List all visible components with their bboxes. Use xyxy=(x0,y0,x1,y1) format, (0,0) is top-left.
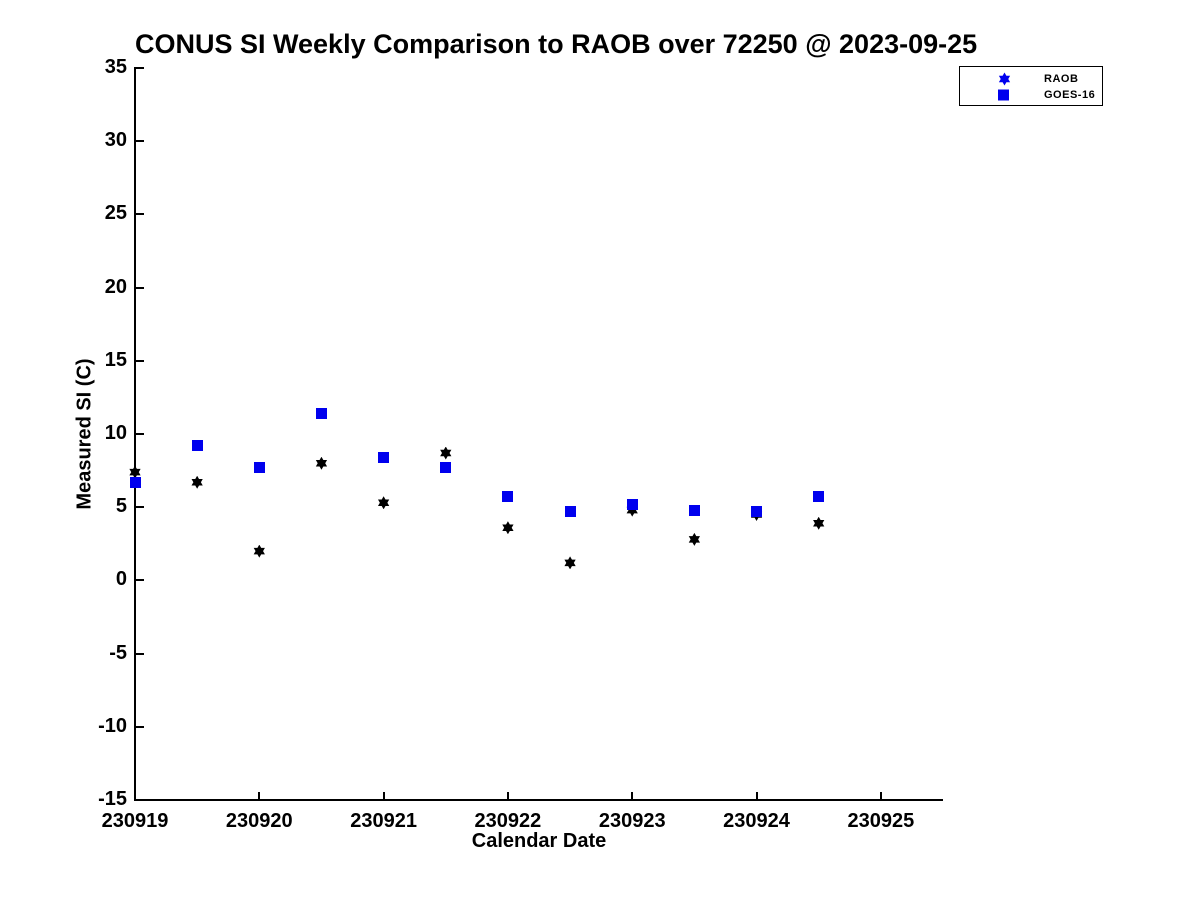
goes-16-point xyxy=(191,440,203,452)
raob-point xyxy=(502,521,514,535)
goes-16-point xyxy=(378,451,390,463)
y-tick xyxy=(136,359,144,362)
raob-point xyxy=(564,556,576,570)
x-tick xyxy=(258,792,261,800)
raob-point xyxy=(688,532,701,546)
goes-16-point xyxy=(688,504,700,516)
y-tick xyxy=(136,140,144,143)
y-tick xyxy=(136,799,144,801)
goes-16-point xyxy=(626,498,638,510)
raob-legend-marker-icon xyxy=(998,72,1011,86)
x-tick-label: 230923 xyxy=(598,810,666,832)
x-tick-label: 230919 xyxy=(101,810,169,832)
y-tick xyxy=(136,579,144,582)
y-tick-label: 35 xyxy=(104,56,127,78)
x-tick-label: 230925 xyxy=(847,810,915,832)
goes-16-point xyxy=(813,491,825,503)
y-axis-line xyxy=(134,67,136,801)
y-axis-label: Measured SI (C) xyxy=(73,358,96,510)
goes-16-point xyxy=(564,506,576,518)
raob-point xyxy=(626,503,638,517)
goes-16-point xyxy=(751,506,763,518)
legend-label-goes16: GOES-16 xyxy=(1044,89,1096,101)
x-tick-label: 230920 xyxy=(225,810,293,832)
y-tick xyxy=(136,506,144,509)
y-tick xyxy=(136,652,144,655)
y-tick-label: 20 xyxy=(104,275,127,298)
raob-point xyxy=(315,456,328,470)
y-tick-label: -15 xyxy=(98,788,127,810)
legend-label-raob: RAOB xyxy=(1044,73,1079,85)
y-tick xyxy=(136,433,144,435)
y-tick xyxy=(136,725,144,728)
x-tick-label: 230922 xyxy=(474,810,542,832)
y-tick-label: 10 xyxy=(104,422,127,444)
raob-point xyxy=(377,496,390,510)
raob-point xyxy=(813,516,825,530)
goes-16-point xyxy=(253,462,265,474)
y-tick-label: -5 xyxy=(109,641,127,664)
x-tick xyxy=(879,792,882,800)
x-tick xyxy=(506,792,509,800)
y-tick xyxy=(136,213,144,216)
legend-row-goes16: GOES-16 xyxy=(960,87,1102,103)
y-tick-label: -10 xyxy=(98,714,127,737)
raob-point xyxy=(440,446,452,460)
raob-point xyxy=(129,465,141,479)
x-tick xyxy=(134,792,136,800)
legend: RAOB GOES-16 xyxy=(959,66,1103,106)
y-tick-label: 15 xyxy=(104,348,127,371)
x-tick xyxy=(382,792,385,800)
y-tick-label: 0 xyxy=(115,568,127,591)
goes-16-point xyxy=(502,491,514,503)
chart-title: CONUS SI Weekly Comparison to RAOB over … xyxy=(135,29,978,59)
goes-16-point xyxy=(129,476,141,488)
raob-point xyxy=(191,475,203,489)
x-tick xyxy=(755,792,758,800)
x-tick xyxy=(631,792,634,800)
y-tick-label: 25 xyxy=(104,202,127,225)
x-axis-label: Calendar Date xyxy=(471,830,607,852)
y-tick-label: 5 xyxy=(115,495,127,518)
goes-16-point xyxy=(315,408,327,419)
goes-16-point xyxy=(440,462,452,474)
y-tick-label: 30 xyxy=(104,129,127,152)
y-tick xyxy=(136,67,144,69)
x-tick-label: 230924 xyxy=(723,810,790,832)
x-axis-line xyxy=(134,799,943,801)
x-tick-label: 230921 xyxy=(350,810,417,832)
goes16-legend-marker-icon xyxy=(998,89,1009,101)
raob-point xyxy=(253,544,265,558)
legend-row-raob: RAOB xyxy=(960,71,1102,87)
y-tick xyxy=(136,286,144,289)
